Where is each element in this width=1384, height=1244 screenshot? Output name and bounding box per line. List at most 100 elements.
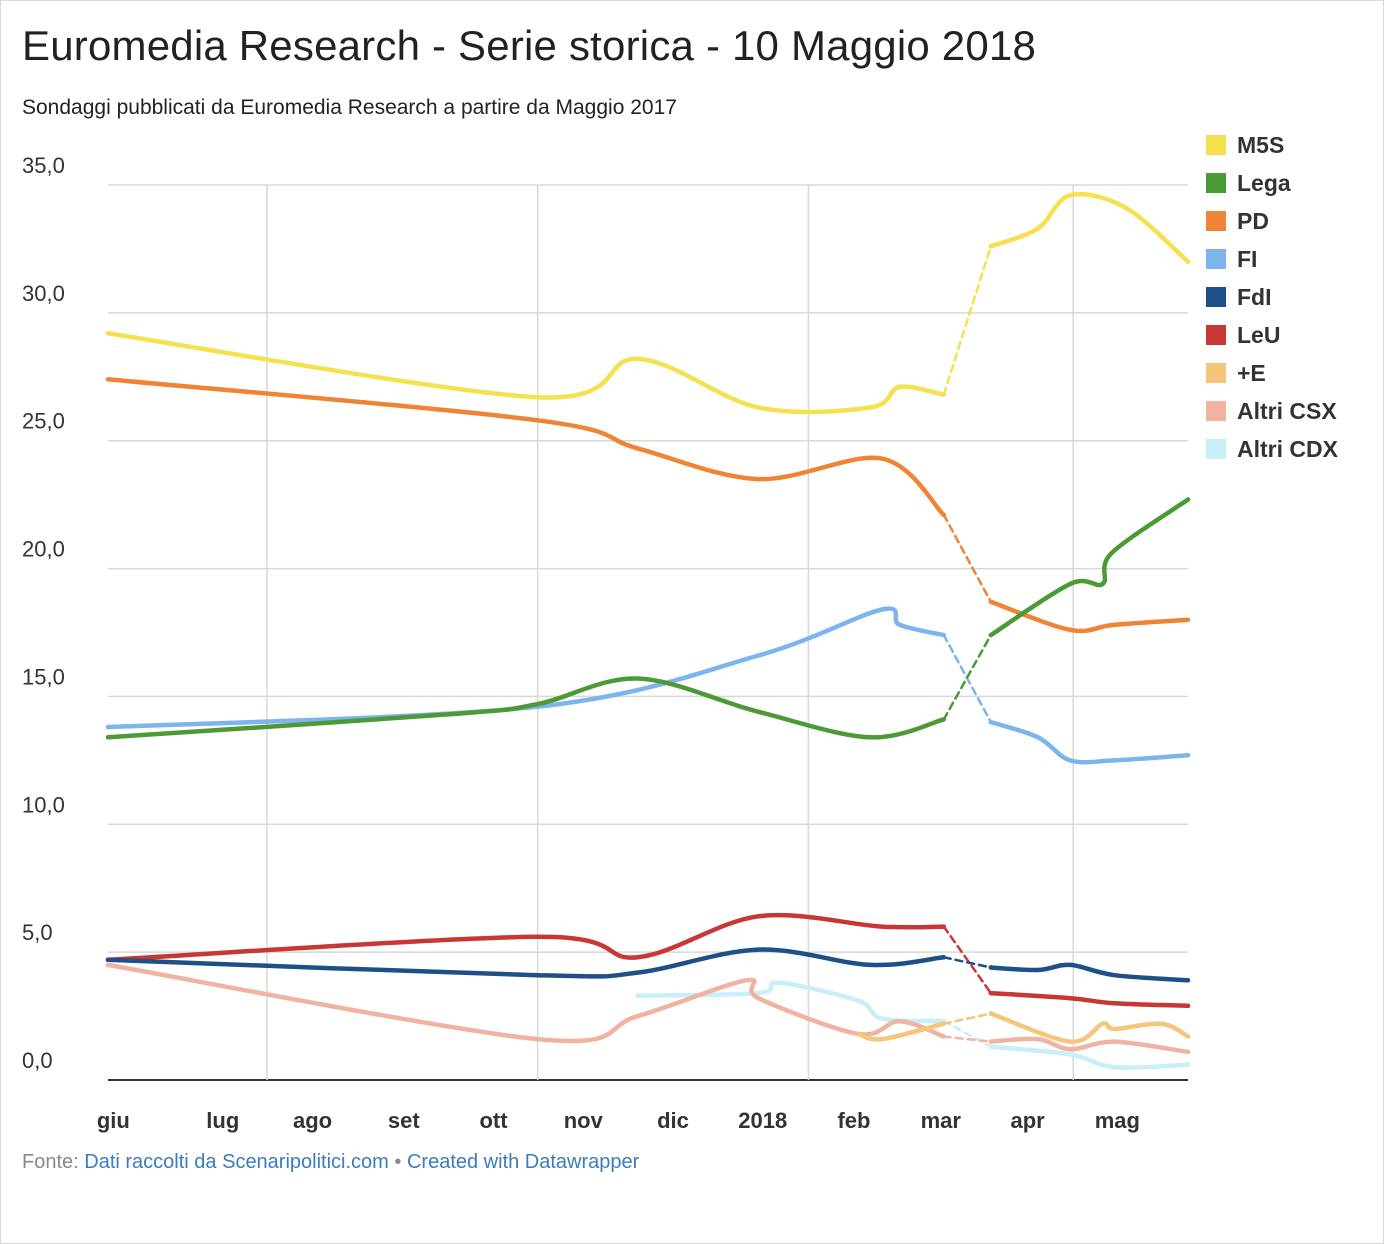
data-point-fdi	[535, 973, 540, 978]
series-line-leu-post	[988, 990, 1191, 1009]
legend-item-pd: PD	[1206, 202, 1338, 240]
series-line-fi-post	[988, 719, 1191, 765]
data-point-lega	[447, 712, 452, 717]
footer-credit-link[interactable]: Created with Datawrapper	[406, 1151, 640, 1173]
legend-item-lega: Lega	[1206, 164, 1338, 202]
data-point-altri-cdx	[756, 990, 761, 996]
legend-item-m5s: M5S	[1206, 126, 1338, 164]
series-gap-leu	[942, 925, 993, 995]
x-tick-label: dic	[657, 1108, 689, 1133]
data-point-leu	[535, 934, 540, 939]
data-point-pd	[756, 476, 761, 482]
legend-label: FdI	[1237, 283, 1272, 310]
data-point-e	[1100, 1021, 1105, 1026]
data-point-fi	[1035, 735, 1041, 740]
data-point-fdi	[868, 962, 873, 968]
data-point-leu	[988, 990, 993, 996]
data-point-altri-cdx	[1185, 1062, 1191, 1067]
data-point-pd	[988, 599, 993, 604]
legend-swatch	[1206, 249, 1226, 269]
data-point-fi	[897, 622, 902, 627]
legend-item-altri-cdx: Altri CDX	[1206, 430, 1338, 468]
series-gap-m5s	[942, 245, 993, 396]
x-tick-label: giu	[97, 1108, 130, 1133]
data-point-m5s	[1185, 259, 1191, 264]
data-point-lega	[635, 676, 640, 681]
legend-label: LeU	[1237, 321, 1281, 348]
series-line-fi	[105, 606, 946, 730]
chart-subtitle: Sondaggi pubblicati da Euromedia Researc…	[22, 96, 677, 119]
x-tick-label: 2018	[738, 1108, 787, 1133]
legend-swatch	[1206, 325, 1226, 345]
data-point-altri-cdx	[856, 998, 861, 1003]
data-point-leu	[879, 924, 885, 929]
legend-swatch	[1206, 211, 1226, 231]
legend-swatch	[1206, 287, 1226, 307]
data-point-pd	[105, 377, 111, 382]
data-point-altri-csx	[941, 1034, 946, 1039]
y-tick-label: 10,0	[22, 792, 65, 817]
y-tick-label: 30,0	[22, 281, 65, 306]
data-point-fdi	[105, 957, 111, 962]
x-tick-label: ott	[479, 1108, 508, 1133]
data-point-altri-cdx	[635, 993, 640, 998]
data-point-pd	[635, 446, 640, 451]
legend-item-fdi: FdI	[1206, 278, 1338, 316]
data-point-e	[1159, 1021, 1164, 1026]
data-point-m5s	[988, 244, 993, 249]
footer-source-link[interactable]: Dati raccolti da Scenaripolitici.com	[84, 1151, 389, 1173]
series-gap-pd	[942, 513, 993, 604]
data-point-altri-csx	[105, 962, 111, 968]
legend-label: PD	[1237, 207, 1269, 234]
series-gap-altri-cdx	[942, 1019, 993, 1049]
data-point-fdi	[1185, 978, 1191, 983]
data-point-m5s	[868, 405, 873, 410]
series-line-lega	[105, 676, 946, 740]
data-point-e	[879, 1036, 885, 1042]
legend-label: M5S	[1237, 131, 1285, 158]
data-point-fdi	[941, 955, 946, 960]
data-point-fi	[1185, 753, 1191, 758]
chart-footer: Fonte: Dati raccolti da Scenaripolitici.…	[22, 1151, 639, 1174]
data-point-fi	[1112, 758, 1117, 763]
data-point-e	[1068, 1039, 1073, 1044]
data-point-leu	[756, 914, 761, 919]
data-point-m5s	[535, 395, 540, 400]
series-line-altri-csx	[105, 962, 946, 1044]
legend-label: Lega	[1237, 169, 1291, 196]
data-point-fi	[879, 607, 885, 612]
data-point-fdi	[756, 947, 761, 952]
data-point-pd	[1185, 617, 1191, 622]
data-point-fi	[105, 724, 111, 730]
y-tick-label: 35,0	[22, 153, 65, 178]
data-point-lega	[535, 701, 540, 707]
legend-swatch	[1206, 401, 1226, 421]
legend-swatch	[1206, 135, 1226, 155]
data-point-e	[1112, 1026, 1117, 1032]
data-point-fi	[988, 719, 993, 725]
legend: M5S Lega PD FI FdI LeU +E Altri CSX Altri CDX	[1206, 126, 1338, 468]
data-point-lega	[105, 735, 111, 740]
footer-separator: •	[394, 1151, 402, 1173]
data-point-altri-cdx	[1068, 1052, 1073, 1057]
series-gap-fdi	[942, 956, 993, 969]
x-tick-label: mag	[1095, 1108, 1140, 1133]
data-point-m5s	[635, 356, 640, 362]
data-point-e	[988, 1011, 993, 1016]
legend-swatch	[1206, 363, 1226, 383]
y-tick-label: 20,0	[22, 537, 65, 562]
data-point-leu	[635, 955, 640, 960]
data-point-pd	[1068, 627, 1073, 633]
data-point-lega	[941, 717, 946, 722]
gridlines	[108, 184, 1188, 1081]
legend-item-fi: FI	[1206, 240, 1338, 278]
series-gap-altri-csx	[942, 1035, 993, 1043]
footer-source-label: Fonte:	[22, 1151, 79, 1173]
data-point-leu	[1185, 1003, 1191, 1008]
data-point-altri-csx	[535, 1036, 540, 1042]
x-tick-label: lug	[206, 1108, 239, 1133]
data-point-pd	[879, 456, 885, 461]
y-tick-label: 0,0	[22, 1048, 53, 1073]
data-point-m5s	[1124, 205, 1129, 211]
